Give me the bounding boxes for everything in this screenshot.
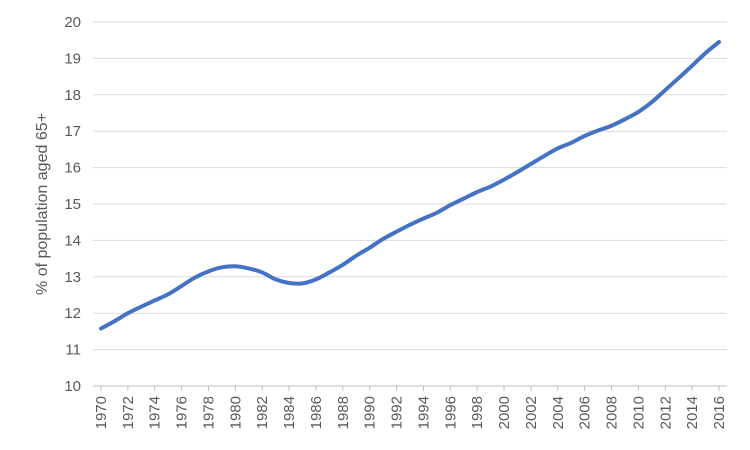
x-tick-label: 2016 bbox=[711, 396, 728, 429]
y-tick-label: 19 bbox=[64, 50, 81, 67]
x-tick-label: 2006 bbox=[577, 396, 594, 429]
x-tick-label: 1978 bbox=[200, 396, 217, 429]
x-tick-label: 1980 bbox=[227, 396, 244, 429]
axis-layer bbox=[100, 386, 720, 391]
x-tick-label: 2008 bbox=[604, 396, 621, 429]
series-layer bbox=[99, 40, 721, 331]
y-tick-label: 14 bbox=[64, 232, 81, 249]
y-tick-label: 13 bbox=[64, 269, 81, 286]
y-tick-label: 15 bbox=[64, 196, 81, 213]
x-tick-label: 1970 bbox=[93, 396, 110, 429]
x-tick-label: 1988 bbox=[335, 396, 352, 429]
x-tick-label: 2014 bbox=[684, 396, 701, 429]
x-tick-label: 2004 bbox=[550, 396, 567, 429]
y-tick-label: 12 bbox=[64, 305, 81, 322]
x-tick-label: 1992 bbox=[389, 396, 406, 429]
x-tick-label: 1976 bbox=[174, 396, 191, 429]
y-tick-label: 16 bbox=[64, 160, 81, 177]
y-tick-label: 17 bbox=[64, 123, 81, 140]
x-tick-label: 1990 bbox=[362, 396, 379, 429]
y-tick-label: 10 bbox=[64, 378, 81, 395]
y-tick-label: 20 bbox=[64, 14, 81, 31]
series-line-0 bbox=[99, 40, 721, 331]
x-tick-label: 1982 bbox=[254, 396, 271, 429]
y-tick-label: 18 bbox=[64, 87, 81, 104]
x-tick-label: 1972 bbox=[120, 396, 137, 429]
grid-layer bbox=[93, 21, 727, 387]
x-tick-label: 1986 bbox=[308, 396, 325, 429]
y-tick-label: 11 bbox=[65, 342, 81, 359]
x-tick-label: 2002 bbox=[523, 396, 540, 429]
x-tick-label: 1996 bbox=[442, 396, 459, 429]
x-tick-label: 1974 bbox=[147, 396, 164, 429]
x-tick-label: 1994 bbox=[415, 396, 432, 429]
x-tick-label: 2010 bbox=[630, 396, 647, 429]
y-axis-title: % of population aged 65+ bbox=[34, 113, 51, 295]
x-tick-label: 1998 bbox=[469, 396, 486, 429]
label-layer: 10 11 12 13 14 15 16 17 18 19 20 1970 1972 1974 1976 19… bbox=[64, 14, 728, 429]
x-tick-label: 2012 bbox=[657, 396, 674, 429]
x-tick-label: 2000 bbox=[496, 396, 513, 429]
x-tick-label: 1984 bbox=[281, 396, 298, 429]
